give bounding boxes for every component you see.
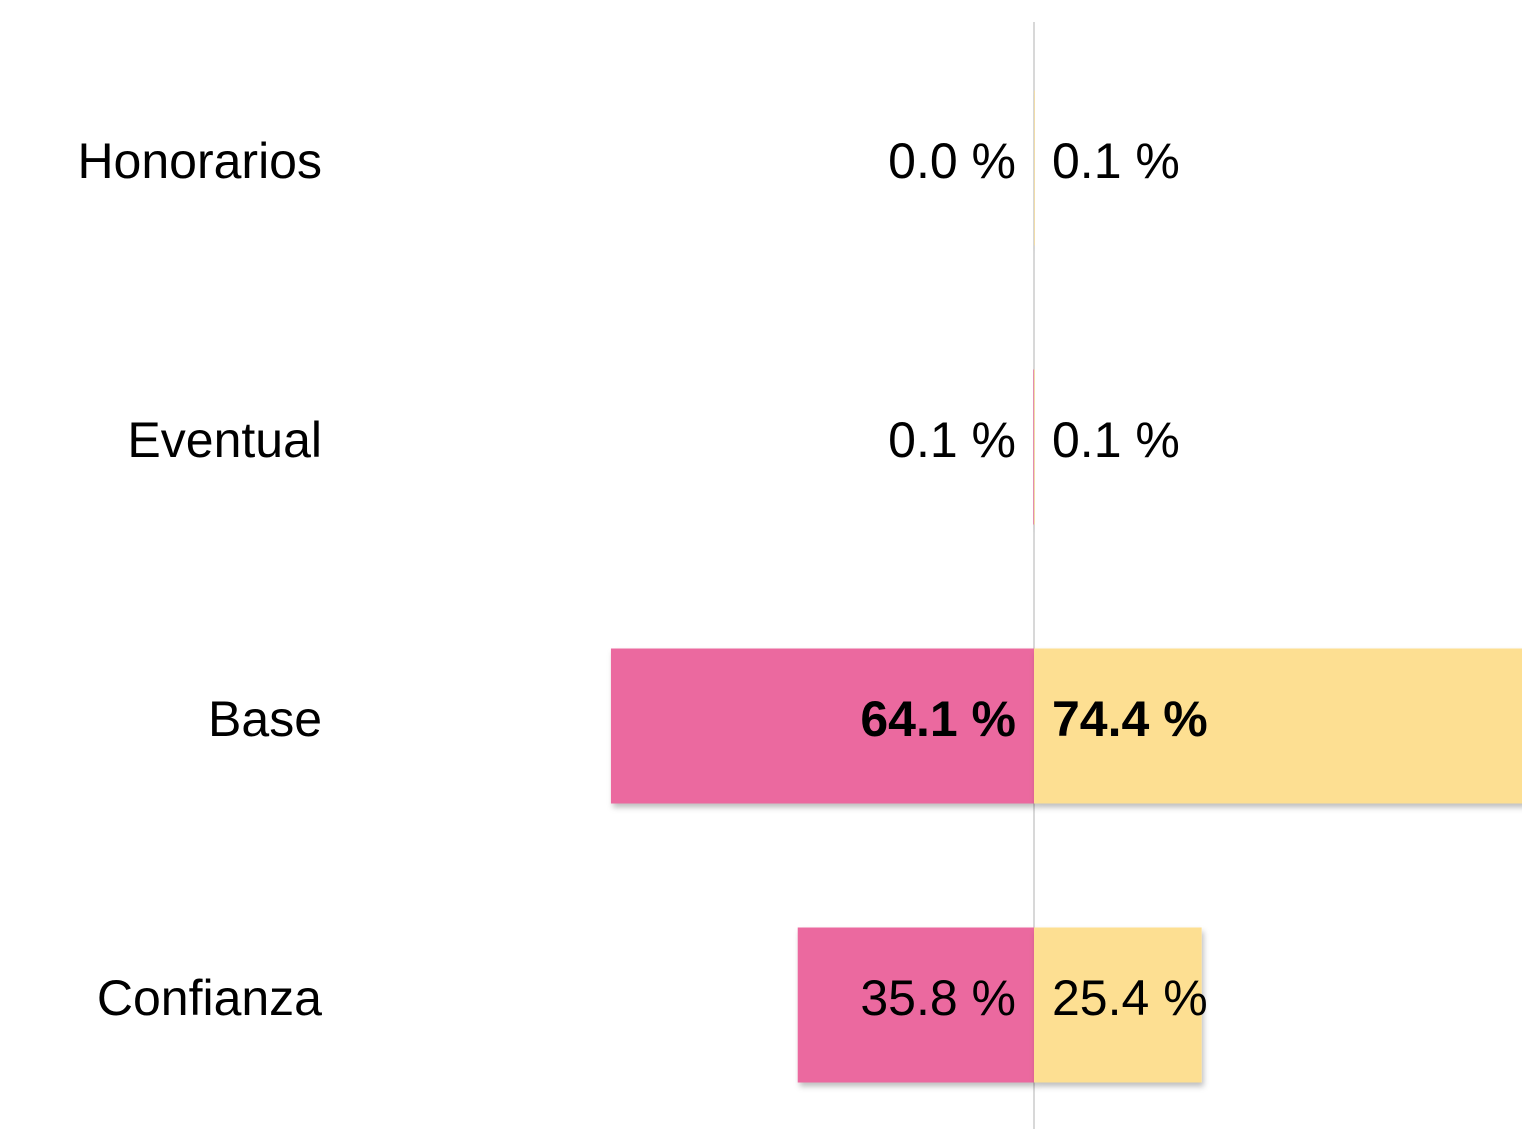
bar — [1034, 90, 1035, 246]
value-label: 35.8 % — [860, 970, 1016, 1026]
bar — [1034, 927, 1202, 1083]
value-label: 0.0 % — [888, 133, 1016, 189]
category-label: Honorarios — [77, 133, 322, 189]
value-label: 74.4 % — [1052, 691, 1208, 747]
bar — [797, 927, 1034, 1083]
category-label: Eventual — [127, 412, 322, 468]
category-label: Confianza — [97, 970, 322, 1026]
bar — [610, 648, 1034, 804]
value-label: 0.1 % — [888, 412, 1016, 468]
bar — [1033, 369, 1034, 525]
value-label: 0.1 % — [1052, 412, 1180, 468]
bar — [1034, 648, 1522, 804]
value-label: 0.1 % — [1052, 133, 1180, 189]
category-label: Base — [208, 691, 322, 747]
value-label: 64.1 % — [860, 691, 1016, 747]
value-label: 25.4 % — [1052, 970, 1208, 1026]
bar — [1034, 369, 1035, 525]
